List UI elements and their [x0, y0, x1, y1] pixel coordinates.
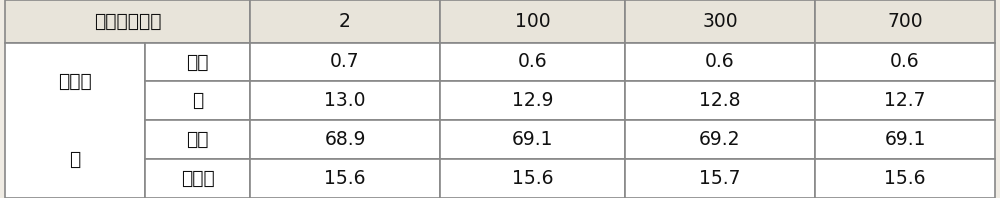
Bar: [815, 43, 995, 81]
Bar: [145, 81, 250, 120]
Bar: [815, 159, 995, 198]
Text: 15.6: 15.6: [324, 169, 366, 188]
Bar: [440, 0, 625, 43]
Bar: [815, 120, 995, 159]
Text: 成: 成: [69, 150, 81, 169]
Text: 甲苯: 甲苯: [186, 130, 209, 149]
Bar: [250, 159, 440, 198]
Bar: [5, 43, 145, 198]
Text: 15.6: 15.6: [884, 169, 926, 188]
Bar: [625, 159, 815, 198]
Bar: [440, 120, 625, 159]
Text: 0.6: 0.6: [705, 52, 735, 71]
Bar: [250, 0, 440, 43]
Text: 时间（小时）: 时间（小时）: [94, 12, 161, 31]
Text: 苯: 苯: [192, 91, 203, 110]
Text: 15.6: 15.6: [512, 169, 553, 188]
Bar: [145, 43, 250, 81]
Bar: [250, 43, 440, 81]
Text: 12.9: 12.9: [512, 91, 553, 110]
Bar: [815, 81, 995, 120]
Bar: [440, 159, 625, 198]
Text: 69.1: 69.1: [884, 130, 926, 149]
Text: 二甲苯: 二甲苯: [181, 169, 214, 188]
Bar: [440, 81, 625, 120]
Bar: [250, 81, 440, 120]
Bar: [5, 0, 250, 43]
Bar: [250, 120, 440, 159]
Text: 产物组: 产物组: [58, 72, 92, 91]
Bar: [625, 81, 815, 120]
Text: 15.7: 15.7: [699, 169, 741, 188]
Text: 68.9: 68.9: [324, 130, 366, 149]
Text: 700: 700: [887, 12, 923, 31]
Text: 0.6: 0.6: [518, 52, 547, 71]
Text: 12.8: 12.8: [699, 91, 741, 110]
Bar: [145, 120, 250, 159]
Bar: [625, 43, 815, 81]
Text: 0.7: 0.7: [330, 52, 360, 71]
Bar: [625, 120, 815, 159]
Text: 69.1: 69.1: [512, 130, 553, 149]
Text: 69.2: 69.2: [699, 130, 741, 149]
Text: 300: 300: [702, 12, 738, 31]
Text: 100: 100: [515, 12, 550, 31]
Text: 13.0: 13.0: [324, 91, 366, 110]
Text: 非芳: 非芳: [186, 52, 209, 71]
Text: 12.7: 12.7: [884, 91, 926, 110]
Bar: [815, 0, 995, 43]
Text: 0.6: 0.6: [890, 52, 920, 71]
Bar: [145, 159, 250, 198]
Bar: [625, 0, 815, 43]
Bar: [440, 43, 625, 81]
Text: 2: 2: [339, 12, 351, 31]
